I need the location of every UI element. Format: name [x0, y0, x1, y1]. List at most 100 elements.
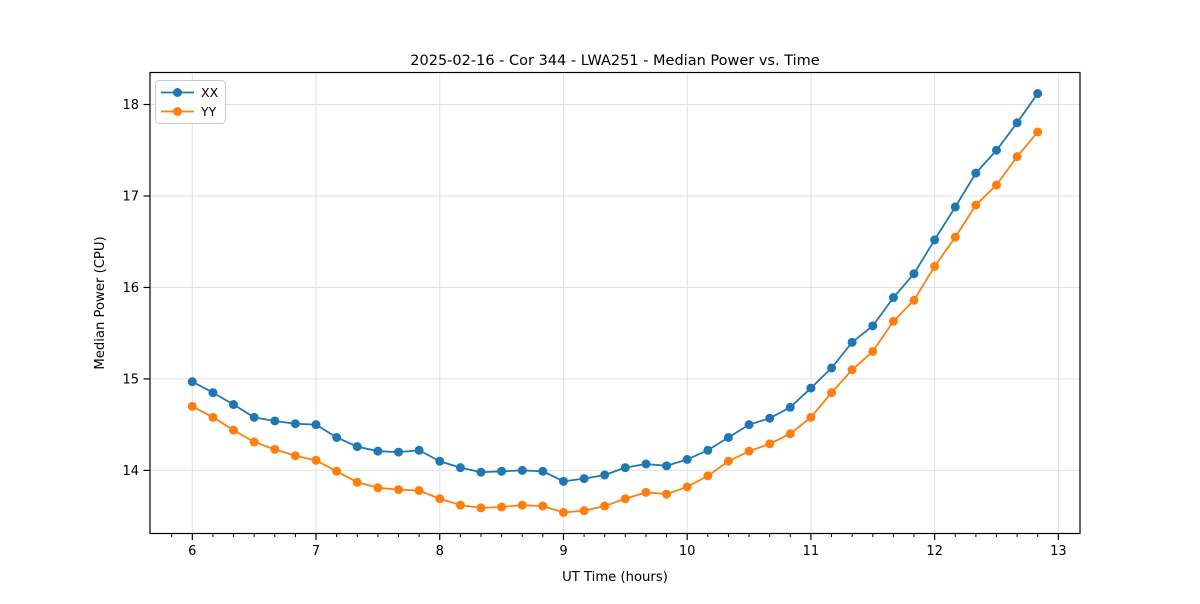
series-yy-marker [1012, 152, 1022, 162]
series-xx-marker [373, 446, 383, 456]
series-xx-marker [497, 466, 507, 476]
series-xx-marker [579, 474, 589, 484]
series-yy-marker [703, 471, 713, 481]
series-xx-marker [950, 202, 960, 212]
x-tick-label: 8 [436, 544, 444, 559]
series-xx-marker [806, 383, 816, 393]
series-xx-marker [249, 412, 259, 422]
series-xx-marker [971, 168, 981, 178]
y-tick-label: 16 [122, 281, 139, 296]
series-yy-marker [971, 200, 981, 210]
series-yy-line [191, 131, 1039, 514]
series-xx-marker [744, 420, 754, 430]
series-yy-marker [290, 451, 300, 461]
series-yy-marker [930, 261, 940, 271]
x-tick-label: 13 [1050, 544, 1067, 559]
series-xx-marker [930, 235, 940, 245]
x-tick-label: 6 [188, 544, 196, 559]
y-tick-label: 15 [122, 373, 139, 388]
series-xx-marker [435, 456, 445, 466]
series-yy-marker [497, 502, 507, 512]
series-yy-marker [311, 455, 321, 465]
x-tick-label: 10 [679, 544, 696, 559]
series-yy-marker [909, 295, 919, 305]
series-yy-marker [641, 487, 651, 497]
series-xx-marker [476, 467, 486, 477]
series-xx-marker [538, 466, 548, 476]
x-axis-label: UT Time (hours) [562, 570, 668, 585]
legend-box [155, 80, 226, 124]
series-yy-marker [394, 485, 404, 495]
series-xx-marker [208, 388, 218, 398]
series-xx-marker [229, 400, 239, 410]
series-yy-marker [950, 232, 960, 242]
legend-marker-0 [173, 88, 182, 97]
y-tick-label: 14 [122, 464, 139, 479]
series-xx-marker [682, 454, 692, 464]
series-xx-marker [827, 363, 837, 373]
series-yy-marker [249, 437, 259, 447]
series-yy-marker [517, 500, 527, 510]
series-xx-marker [620, 463, 630, 473]
series-yy-marker [806, 412, 816, 422]
series-yy-marker [270, 444, 280, 454]
series-xx-marker [1012, 118, 1022, 128]
x-tick-label: 12 [926, 544, 943, 559]
series-yy-marker [888, 316, 898, 326]
chart-title: 2025-02-16 - Cor 344 - LWA251 - Median P… [410, 53, 819, 69]
series-xx-marker [888, 293, 898, 303]
series-yy-marker [435, 494, 445, 504]
series-yy-marker [682, 482, 692, 492]
series-xx-marker [868, 321, 878, 331]
legend-item-xx: XX [161, 85, 219, 100]
series-xx-marker [455, 463, 465, 473]
series-xx-marker [1033, 89, 1043, 99]
series-xx-marker [394, 447, 404, 457]
legend-marker-1 [173, 107, 182, 116]
series-xx-marker [641, 459, 651, 469]
series-xx-marker [662, 461, 672, 471]
axis-ticks: 6 7 8 9 10 11 12 13 14 15 16 17 18 [122, 98, 1066, 559]
series-xx-marker [847, 337, 857, 347]
series-yy-marker [827, 388, 837, 398]
series-yy-marker [455, 500, 465, 510]
series-xx-marker [991, 145, 1001, 155]
series-yy-marker [579, 506, 589, 516]
data-series [187, 89, 1043, 517]
series-yy-marker [558, 507, 568, 517]
series-xx-marker [290, 419, 300, 429]
series-xx-marker [723, 432, 733, 442]
series-yy-marker [352, 477, 362, 487]
x-tick-label: 9 [559, 544, 567, 559]
series-xx-marker [703, 445, 713, 455]
series-xx-marker [311, 420, 321, 430]
series-xx-marker [270, 416, 280, 426]
series-xx-marker [765, 413, 775, 423]
plot-border [149, 71, 1081, 535]
series-xx-marker [414, 445, 424, 455]
series-xx-marker [909, 269, 919, 279]
y-axis-label: Median Power (CPU) [93, 236, 108, 369]
y-tick-label: 17 [122, 190, 139, 205]
gridlines [150, 72, 1080, 534]
series-yy-marker [187, 401, 197, 411]
series-xx-marker [600, 470, 610, 480]
series-yy-marker [765, 439, 775, 449]
series-yy-marker [868, 346, 878, 356]
series-yy-marker [744, 446, 754, 456]
series-yy-marker [208, 412, 218, 422]
series-xx-marker [352, 442, 362, 452]
series-yy-marker [662, 489, 672, 499]
legend: XX YY [155, 80, 226, 124]
legend-label-0: XX [201, 85, 219, 100]
series-yy-marker [785, 429, 795, 439]
series-yy-marker [723, 456, 733, 466]
series-yy-marker [373, 483, 383, 493]
series-yy-marker [1033, 127, 1043, 137]
legend-label-1: YY [200, 104, 217, 119]
series-yy-marker [847, 365, 857, 375]
y-tick-label: 18 [122, 98, 139, 113]
legend-item-yy: YY [161, 104, 217, 119]
series-xx-marker [332, 432, 342, 442]
series-xx-marker [187, 377, 197, 387]
